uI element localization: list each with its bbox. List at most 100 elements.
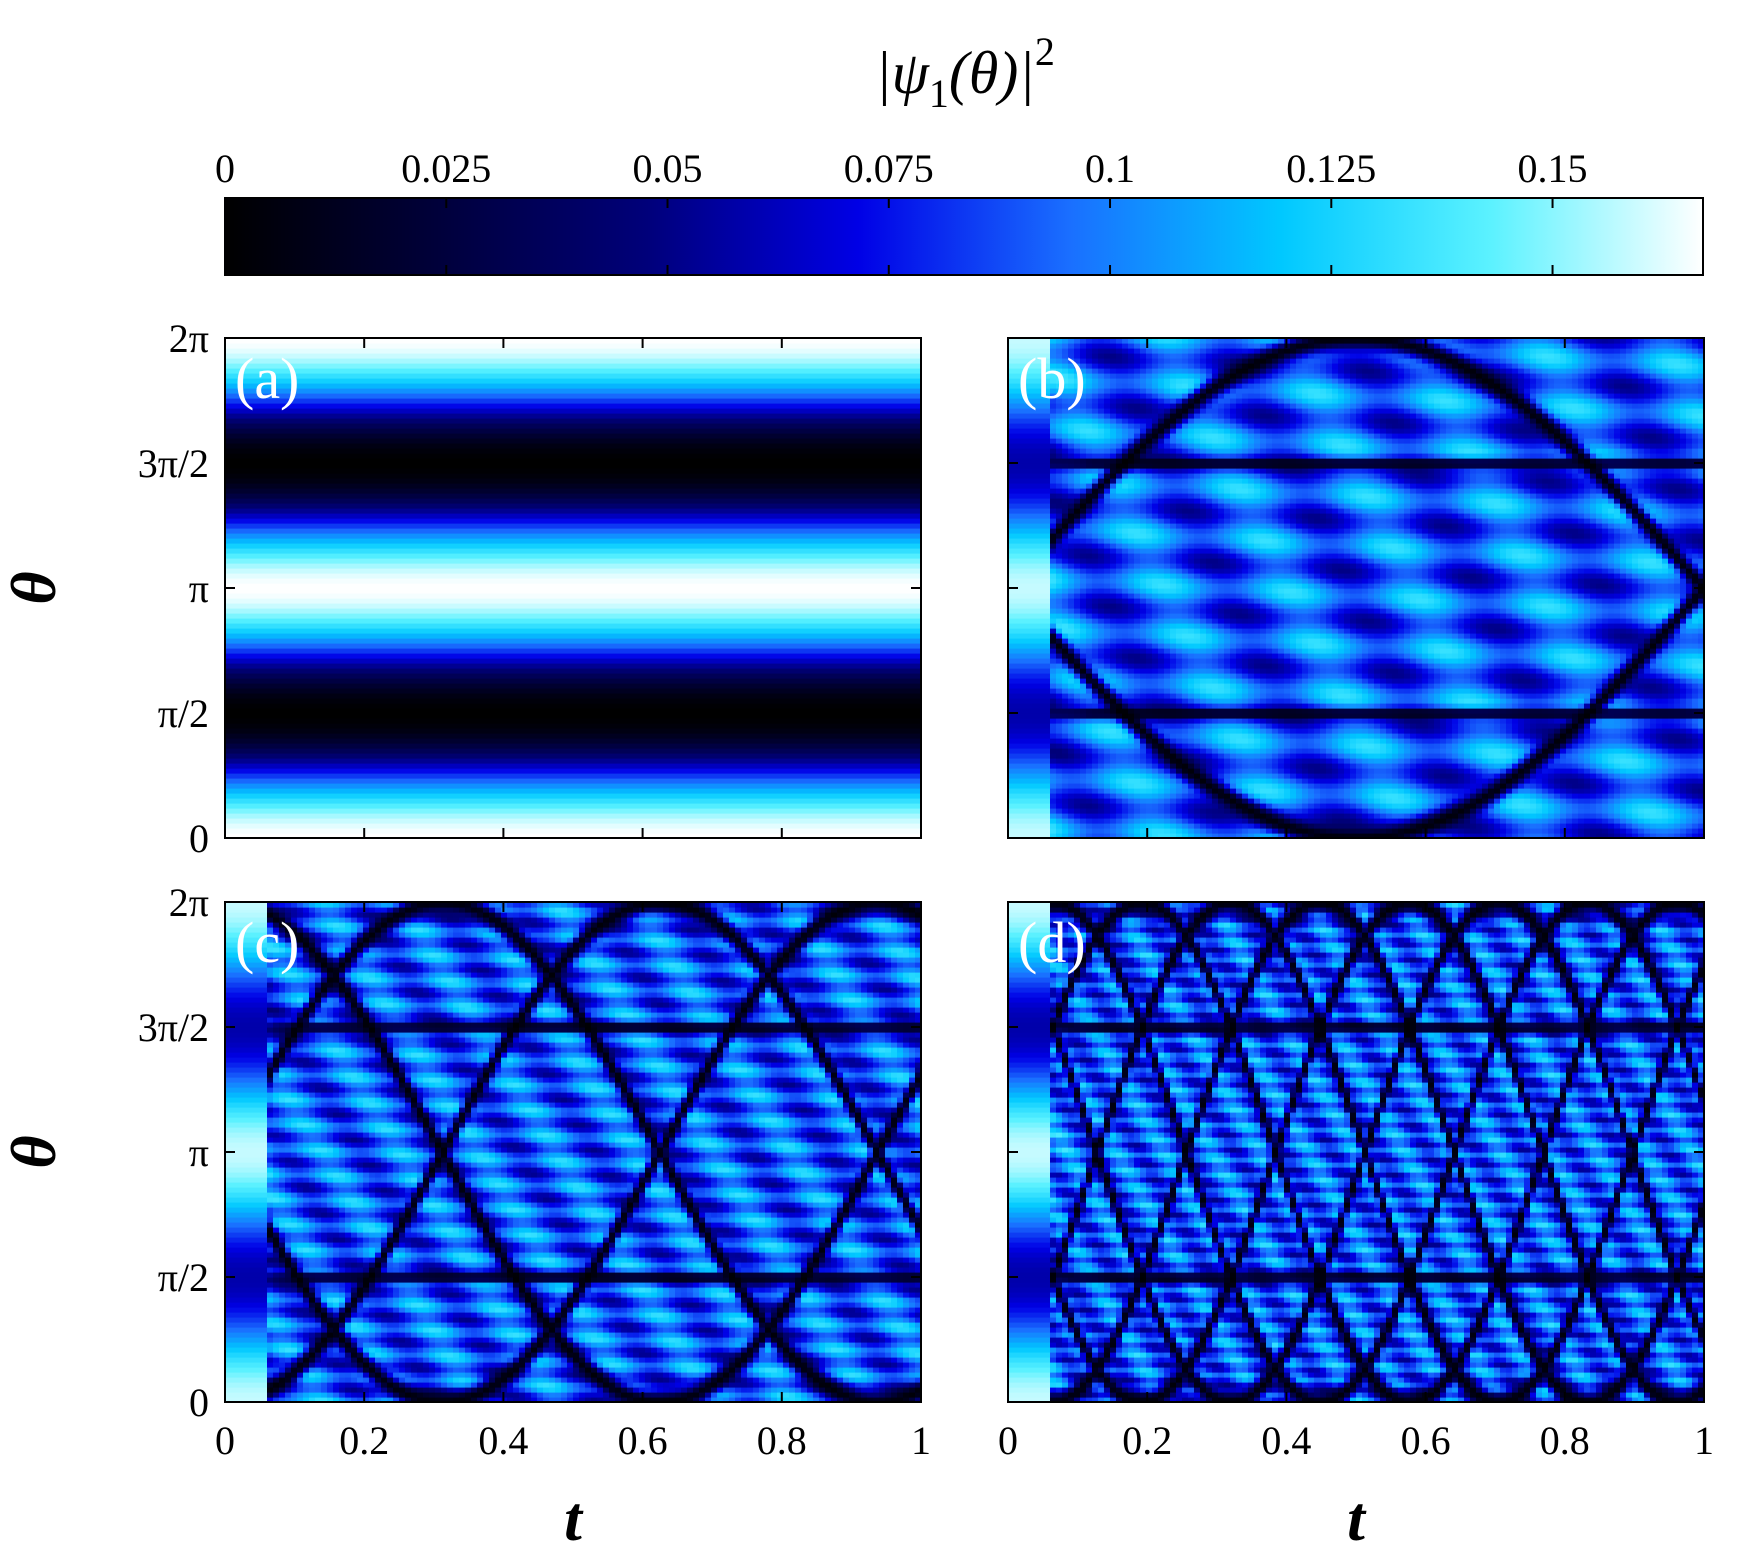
heatmap-cell	[495, 768, 502, 774]
heatmap-cell	[255, 513, 262, 519]
heatmap-cell	[411, 443, 418, 449]
heatmap-cell	[501, 688, 508, 694]
heatmap-cell	[429, 398, 436, 404]
heatmap-cell	[279, 438, 286, 444]
heatmap-cell	[405, 553, 412, 559]
heatmap-cell	[267, 353, 274, 359]
heatmap-cell	[381, 408, 388, 414]
heatmap-cell	[249, 513, 256, 519]
heatmap-cell	[309, 393, 316, 399]
heatmap-cell	[237, 513, 244, 519]
heatmap-cell	[255, 448, 262, 454]
heatmap-cell	[327, 513, 334, 519]
heatmap-cell	[447, 538, 454, 544]
heatmap-cell	[513, 563, 520, 569]
heatmap-cell	[495, 738, 502, 744]
heatmap-cell	[303, 598, 310, 604]
heatmap-cell	[495, 573, 502, 579]
heatmap-cell	[249, 828, 256, 834]
heatmap-cell	[465, 603, 472, 609]
heatmap-cell	[435, 578, 442, 584]
heatmap-cell	[393, 628, 400, 634]
heatmap-cell	[267, 628, 274, 634]
heatmap-cell	[369, 543, 376, 549]
heatmap-cell	[387, 543, 394, 549]
heatmap-cell	[399, 638, 406, 644]
heatmap-cell	[495, 708, 502, 714]
heatmap-cell	[501, 758, 508, 764]
heatmap-cell	[327, 363, 334, 369]
heatmap-cell	[279, 498, 286, 504]
heatmap-cell	[447, 613, 454, 619]
heatmap-cell	[363, 758, 370, 764]
heatmap-cell	[381, 813, 388, 819]
heatmap-cell	[387, 498, 394, 504]
heatmap-cell	[453, 353, 460, 359]
heatmap-cell	[225, 563, 232, 569]
heatmap-cell	[297, 358, 304, 364]
heatmap-cell	[435, 493, 442, 499]
heatmap-cell	[237, 813, 244, 819]
heatmap-cell	[465, 498, 472, 504]
heatmap-cell	[339, 493, 346, 499]
heatmap-cell	[357, 593, 364, 599]
heatmap-cell	[381, 423, 388, 429]
heatmap-cell	[267, 558, 274, 564]
heatmap-cell	[321, 713, 328, 719]
heatmap-cell	[363, 778, 370, 784]
heatmap-cell	[447, 463, 454, 469]
heatmap-cell	[291, 733, 298, 739]
heatmap-cell	[393, 803, 400, 809]
heatmap-cell	[243, 423, 250, 429]
heatmap-cell	[261, 338, 268, 344]
heatmap-cell	[489, 763, 496, 769]
heatmap-cell	[387, 698, 394, 704]
heatmap-cell	[369, 603, 376, 609]
heatmap-cell	[495, 753, 502, 759]
colorbar-tick-label: 0.05	[633, 146, 703, 191]
heatmap-cell	[333, 808, 340, 814]
heatmap-cell	[417, 493, 424, 499]
heatmap-cell	[405, 538, 412, 544]
heatmap-cell	[519, 628, 526, 634]
heatmap-cell	[465, 763, 472, 769]
heatmap-cell	[435, 558, 442, 564]
heatmap-cell	[435, 633, 442, 639]
heatmap-cell	[471, 398, 478, 404]
heatmap-cell	[249, 638, 256, 644]
heatmap-cell	[351, 438, 358, 444]
heatmap-cell	[231, 528, 238, 534]
heatmap-cell	[483, 778, 490, 784]
heatmap-cell	[465, 688, 472, 694]
heatmap-cell	[327, 813, 334, 819]
heatmap-cell	[477, 738, 484, 744]
heatmap-cell	[399, 768, 406, 774]
heatmap-cell	[351, 713, 358, 719]
heatmap-cell	[279, 663, 286, 669]
heatmap-cell	[351, 408, 358, 414]
heatmap-cell	[507, 573, 514, 579]
heatmap-cell	[225, 358, 232, 364]
heatmap-cell	[435, 688, 442, 694]
heatmap-cell	[501, 573, 508, 579]
heatmap-cell	[363, 543, 370, 549]
heatmap-cell	[381, 493, 388, 499]
heatmap-cell	[273, 453, 280, 459]
heatmap-cell	[351, 793, 358, 799]
heatmap-cell	[483, 648, 490, 654]
heatmap-cell	[243, 818, 250, 824]
heatmap-cell	[363, 788, 370, 794]
heatmap-cell	[285, 683, 292, 689]
heatmap-cell	[351, 668, 358, 674]
heatmap-cell	[351, 423, 358, 429]
heatmap-cell	[369, 338, 376, 344]
heatmap-cell	[351, 543, 358, 549]
heatmap-cell	[471, 558, 478, 564]
heatmap-cell	[327, 728, 334, 734]
heatmap-cell	[399, 713, 406, 719]
heatmap-cell	[309, 368, 316, 374]
heatmap-cell	[339, 673, 346, 679]
heatmap-cell	[375, 448, 382, 454]
heatmap-cell	[285, 778, 292, 784]
heatmap-cell	[225, 428, 232, 434]
